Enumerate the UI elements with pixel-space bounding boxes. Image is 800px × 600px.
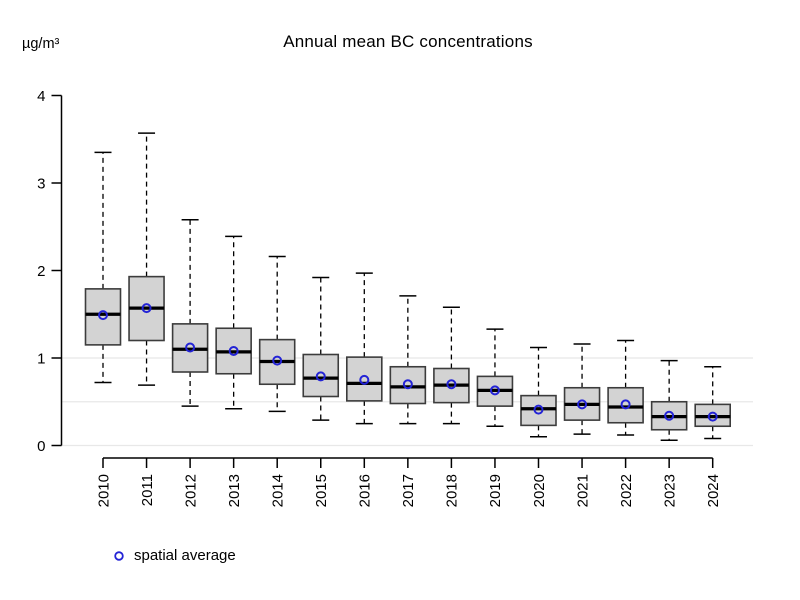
x-tick-label: 2019 <box>487 474 504 507</box>
iqr-box <box>84 288 122 346</box>
iqr-box <box>345 356 383 402</box>
x-tick-label: 2016 <box>357 474 374 507</box>
spatial-average-marker <box>402 379 413 390</box>
chart-title: Annual mean BC concentrations <box>283 32 533 51</box>
x-tick-label: 2012 <box>182 474 199 507</box>
x-tick-label: 2022 <box>618 474 635 507</box>
spatial-average-marker <box>98 310 108 321</box>
x-tick-label: 2011 <box>139 474 156 506</box>
boxplot-2013 <box>215 235 252 410</box>
spatial-average-marker <box>141 303 152 314</box>
iqr-box <box>607 386 644 424</box>
y-tick-label: 0 <box>37 438 45 455</box>
x-tick-label: 2023 <box>661 474 678 507</box>
boxplot-2021 <box>563 343 601 435</box>
x-tick-label: 2010 <box>95 474 112 507</box>
spatial-average-marker <box>315 371 326 382</box>
boxplot-2012 <box>171 218 209 407</box>
iqr-box <box>302 353 340 398</box>
boxplot-2017 <box>389 295 427 425</box>
iqr-box <box>520 394 557 427</box>
boxplot-2016 <box>345 272 383 425</box>
spatial-average-marker <box>272 355 283 366</box>
boxplot-2015 <box>302 276 340 421</box>
y-tick-label: 4 <box>37 88 45 105</box>
x-tick-label: 2024 <box>705 474 722 507</box>
legend: spatial average <box>113 547 236 564</box>
x-tick-label: 2015 <box>313 474 330 507</box>
boxplot-2019 <box>476 328 514 428</box>
y-tick-label: 2 <box>37 263 45 280</box>
x-tick-label: 2017 <box>400 474 417 507</box>
spatial-average-marker <box>446 379 457 390</box>
x-tick-label: 2018 <box>444 474 461 507</box>
y-tick-label: 1 <box>37 350 45 367</box>
x-tick-label: 2020 <box>531 474 548 507</box>
boxplot-2014 <box>258 255 296 413</box>
spatial-average-marker <box>664 410 675 421</box>
spatial-average-marker <box>533 404 544 415</box>
spatial-average-marker <box>359 374 370 385</box>
x-tick-label: 2014 <box>269 474 286 507</box>
boxplot-2010 <box>84 151 122 384</box>
boxplot-2024 <box>694 365 732 440</box>
spatial-average-marker <box>228 346 239 356</box>
legend-label: spatial average <box>134 547 236 564</box>
y-axis-unit-label: µg/m³ <box>22 36 60 52</box>
boxplot-2022 <box>607 339 644 436</box>
boxplot-2011 <box>128 132 165 386</box>
iqr-box <box>389 365 427 405</box>
boxplot-2018 <box>433 306 470 425</box>
boxplot-2020 <box>520 346 557 438</box>
y-tick-label: 3 <box>37 175 45 192</box>
spatial-average-marker <box>577 399 588 410</box>
x-tick-label: 2013 <box>226 474 243 507</box>
x-tick-label: 2021 <box>574 474 591 507</box>
legend-marker-icon <box>114 550 124 561</box>
spatial-average-marker <box>489 385 500 396</box>
spatial-average-marker <box>185 342 196 353</box>
spatial-average-marker <box>620 399 631 410</box>
boxplot-2023 <box>650 359 688 442</box>
spatial-average-marker <box>707 411 718 422</box>
